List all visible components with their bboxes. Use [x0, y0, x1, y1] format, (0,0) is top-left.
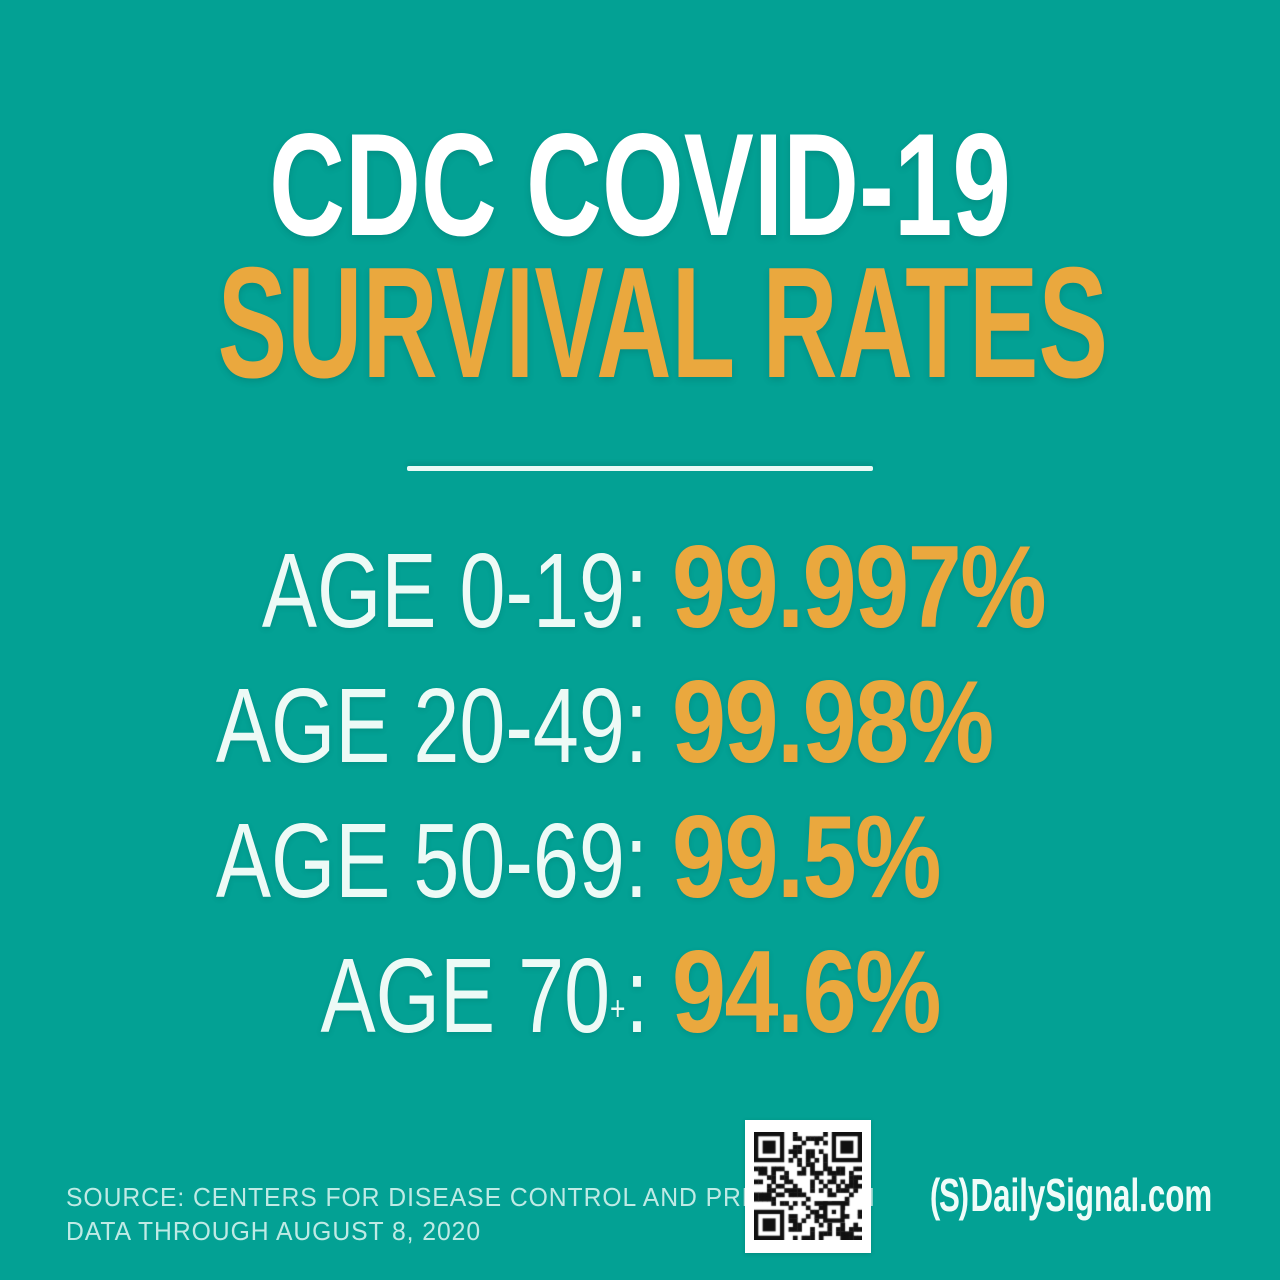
survival-rate-value: 99.997% — [672, 521, 1047, 652]
daily-signal-logo: (S)DailySignal.com — [930, 1172, 1212, 1218]
survival-rate-table: AGE 0-19: 99.997% AGE 20-49: 99.98% AGE 50… — [0, 519, 1280, 1059]
source-line-2: DATA THROUGH AUGUST 8, 2020 — [66, 1216, 482, 1246]
stat-row: AGE 70+: 94.6% — [0, 924, 1280, 1059]
title-line-2: SURVIVAL RATES — [217, 235, 1109, 411]
title-line-1: CDC COVID-19 — [269, 103, 1011, 266]
age-label: AGE 0-19: — [261, 532, 648, 650]
title-divider — [407, 466, 873, 471]
survival-rate-value: 94.6% — [672, 926, 942, 1057]
survival-rate-value: 99.98% — [672, 656, 994, 787]
daily-signal-icon: (S) — [929, 1169, 969, 1221]
stat-row: AGE 0-19: 99.997% — [0, 519, 1280, 654]
stat-row: AGE 50-69: 99.5% — [0, 789, 1280, 924]
age-label: AGE 50-69: — [215, 802, 648, 920]
stat-row: AGE 20-49: 99.98% — [0, 654, 1280, 789]
survival-rate-value: 99.5% — [672, 791, 942, 922]
source-line-1: SOURCE: CENTERS FOR DISEASE CONTROL AND … — [66, 1182, 876, 1212]
daily-signal-text: DailySignal.com — [970, 1169, 1212, 1221]
plus-sign: + — [609, 990, 626, 1029]
age-label: AGE 20-49: — [215, 667, 648, 785]
qr-code — [745, 1120, 871, 1253]
source-note: SOURCE: CENTERS FOR DISEASE CONTROL AND … — [66, 1180, 876, 1248]
age-label: AGE 70+: — [320, 937, 648, 1055]
